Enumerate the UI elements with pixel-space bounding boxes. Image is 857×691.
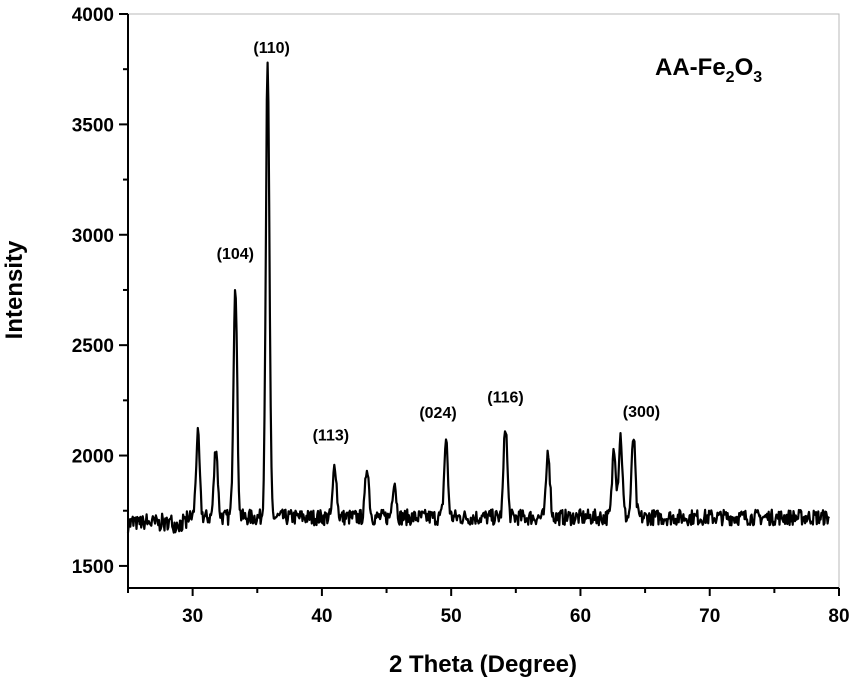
x-tick-label: 80: [828, 606, 849, 627]
sample-label-sub1: 2: [726, 69, 735, 86]
sample-label-prefix: AA-Fe: [655, 54, 726, 81]
peak-labels: (104) (110) (113) (024) (116) (300): [217, 40, 661, 444]
peak-label: (300): [623, 404, 660, 421]
x-axis: 30 40 50 60 70 80: [127, 587, 850, 627]
x-tick-label: 50: [441, 606, 462, 627]
y-axis-title: Intensity: [1, 240, 28, 339]
x-tick-label: 60: [570, 606, 591, 627]
y-tick-label: 3000: [72, 226, 114, 247]
peak-label: (104): [217, 246, 254, 263]
peak-label: (116): [487, 390, 523, 407]
y-tick-label: 4000: [72, 5, 114, 26]
peak-label: (113): [313, 427, 349, 444]
x-tick-label: 40: [311, 606, 332, 627]
x-axis-title: 2 Theta (Degree): [389, 651, 577, 678]
x-tick-label: 70: [699, 606, 720, 627]
y-tick-label: 1500: [72, 557, 114, 578]
sample-label-sub2: 3: [753, 69, 762, 86]
y-tick-label: 2000: [72, 447, 114, 468]
sample-label: AA-Fe2O3: [655, 54, 762, 86]
x-tick-label: 30: [182, 606, 203, 627]
peak-label: (024): [419, 405, 456, 422]
y-tick-label: 3500: [72, 115, 114, 136]
sample-label-mid: O: [735, 54, 754, 81]
peak-label: (110): [253, 40, 289, 57]
y-axis: 1500 2000 2500 3000 3500 4000: [72, 5, 129, 588]
y-tick-label: 2500: [72, 336, 114, 357]
xrd-trace-line: [126, 61, 831, 534]
